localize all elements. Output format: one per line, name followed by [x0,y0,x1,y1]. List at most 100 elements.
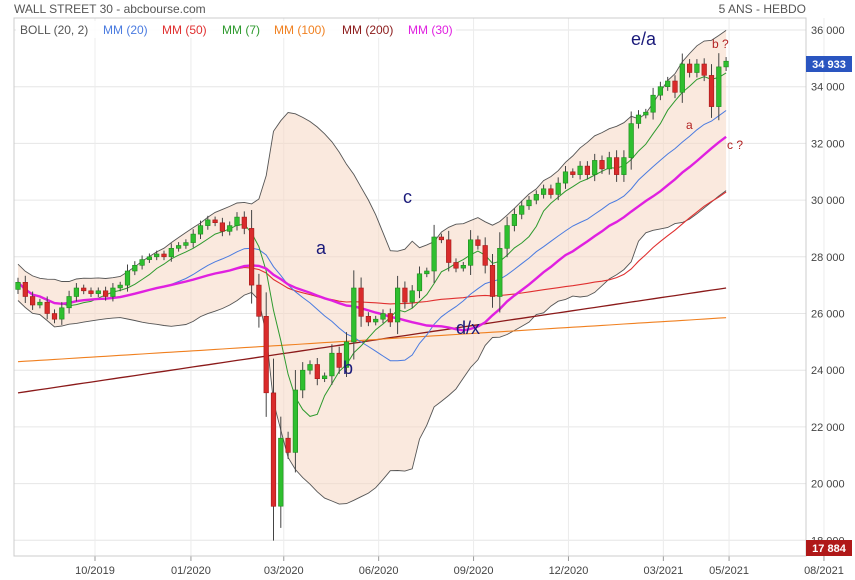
candle-body [628,123,634,158]
candle-body [285,437,291,453]
x-tick-label: 06/2020 [359,565,399,577]
candle-body [467,239,474,266]
candle-body [416,273,423,292]
ma-200-line [17,287,727,394]
candle-body [577,165,583,175]
y-tick-label: 26 000 [811,309,845,321]
candle-body [424,270,430,275]
low-price-badge-label: 17 884 [812,543,847,555]
candle-body [154,253,160,258]
candle-body [321,375,328,379]
legend-item-mm50: MM (50) [162,23,207,37]
candle-body [190,233,196,243]
candle-body [205,219,211,226]
candle-body [679,63,685,93]
candle-body [672,80,678,93]
candle-body [263,315,269,394]
wave-label-c: c [403,187,412,207]
candle-body [504,225,510,249]
legend-item-mm200: MM (200) [342,23,393,37]
candle-body [95,290,101,294]
candle-body [176,245,182,249]
candle-body [380,313,386,320]
candle-body [694,63,700,73]
last-price-badge: 34 933 [806,56,852,72]
last-price-badge-bg [806,56,852,72]
candle-body [402,287,408,303]
candle-body [110,287,116,297]
candle-body [635,114,642,124]
y-tick-label: 20 000 [811,479,845,491]
candle-body [292,389,299,453]
candle-body [657,86,663,96]
candle-body [548,188,554,195]
legend-item-mm7: MM (7) [222,23,260,37]
candle-body [475,239,481,246]
candle-body [117,284,123,289]
candle-body [256,284,262,317]
candle-body [716,66,722,107]
candle-body [59,307,65,320]
candle-body [526,199,532,207]
candle-body [584,165,590,175]
candle-body [686,63,693,73]
candle-body [103,290,109,297]
candle-body [592,160,598,175]
candle-body [373,318,379,323]
candle-body [234,216,240,226]
candles [15,53,729,541]
candle-body [570,171,576,175]
candle-body [88,290,94,294]
candle-body [139,259,145,266]
x-tick-label: 10/2019 [75,565,115,577]
x-axis: 10/2019 01/2020 03/2020 06/2020 09/2020 12/20… [75,565,844,577]
candle-body [497,248,503,297]
candle-body [489,264,496,297]
candle-body [168,248,174,258]
legend-item-mm30: MM (30) [408,23,453,37]
candle-body [460,264,466,269]
candle-body [278,437,284,507]
y-tick-label: 36 000 [811,25,845,37]
candle-body [643,111,649,116]
candle-body [621,157,627,175]
candle-body [358,287,364,317]
x-tick-label: 01/2020 [171,565,211,577]
candle-body [708,75,715,107]
candle-body [51,313,58,320]
candle-body [394,287,401,323]
candle-body [161,253,167,258]
candle-body [15,281,21,290]
y-tick-label: 24 000 [811,365,845,377]
candle-body [701,63,707,76]
candle-body [365,315,372,323]
candle-body [132,264,138,272]
moving-averages [17,72,727,417]
candle-body [212,219,218,223]
candle-body [351,287,357,343]
wave-label-b-question: b ? [712,37,729,51]
period-label: 5 ANS - HEBDO [719,2,806,16]
candle-body [270,392,277,507]
candle-body [307,364,313,371]
low-price-badge-bg [806,540,852,556]
candle-body [183,242,189,246]
candle-body [314,364,320,379]
candle-body [249,228,255,286]
candle-body [124,270,131,286]
candle-body [219,222,226,232]
legend: BOLL (20, 2) MM (20) MM (50) MM (7) MM (… [20,23,453,37]
candle-body [197,225,204,235]
wave-label-dx: d/x [456,318,480,338]
x-tick-label: 09/2020 [454,565,494,577]
candle-body [533,194,539,201]
wave-label-c-question: c ? [727,138,743,152]
x-tick-label: 12/2020 [549,565,589,577]
x-tick-label: 03/2021 [643,565,683,577]
candle-body [453,262,459,269]
ma-100-line [17,317,727,363]
y-tick-label: 30 000 [811,195,845,207]
wave-label-b: b [343,358,353,378]
candle-body [329,352,335,377]
